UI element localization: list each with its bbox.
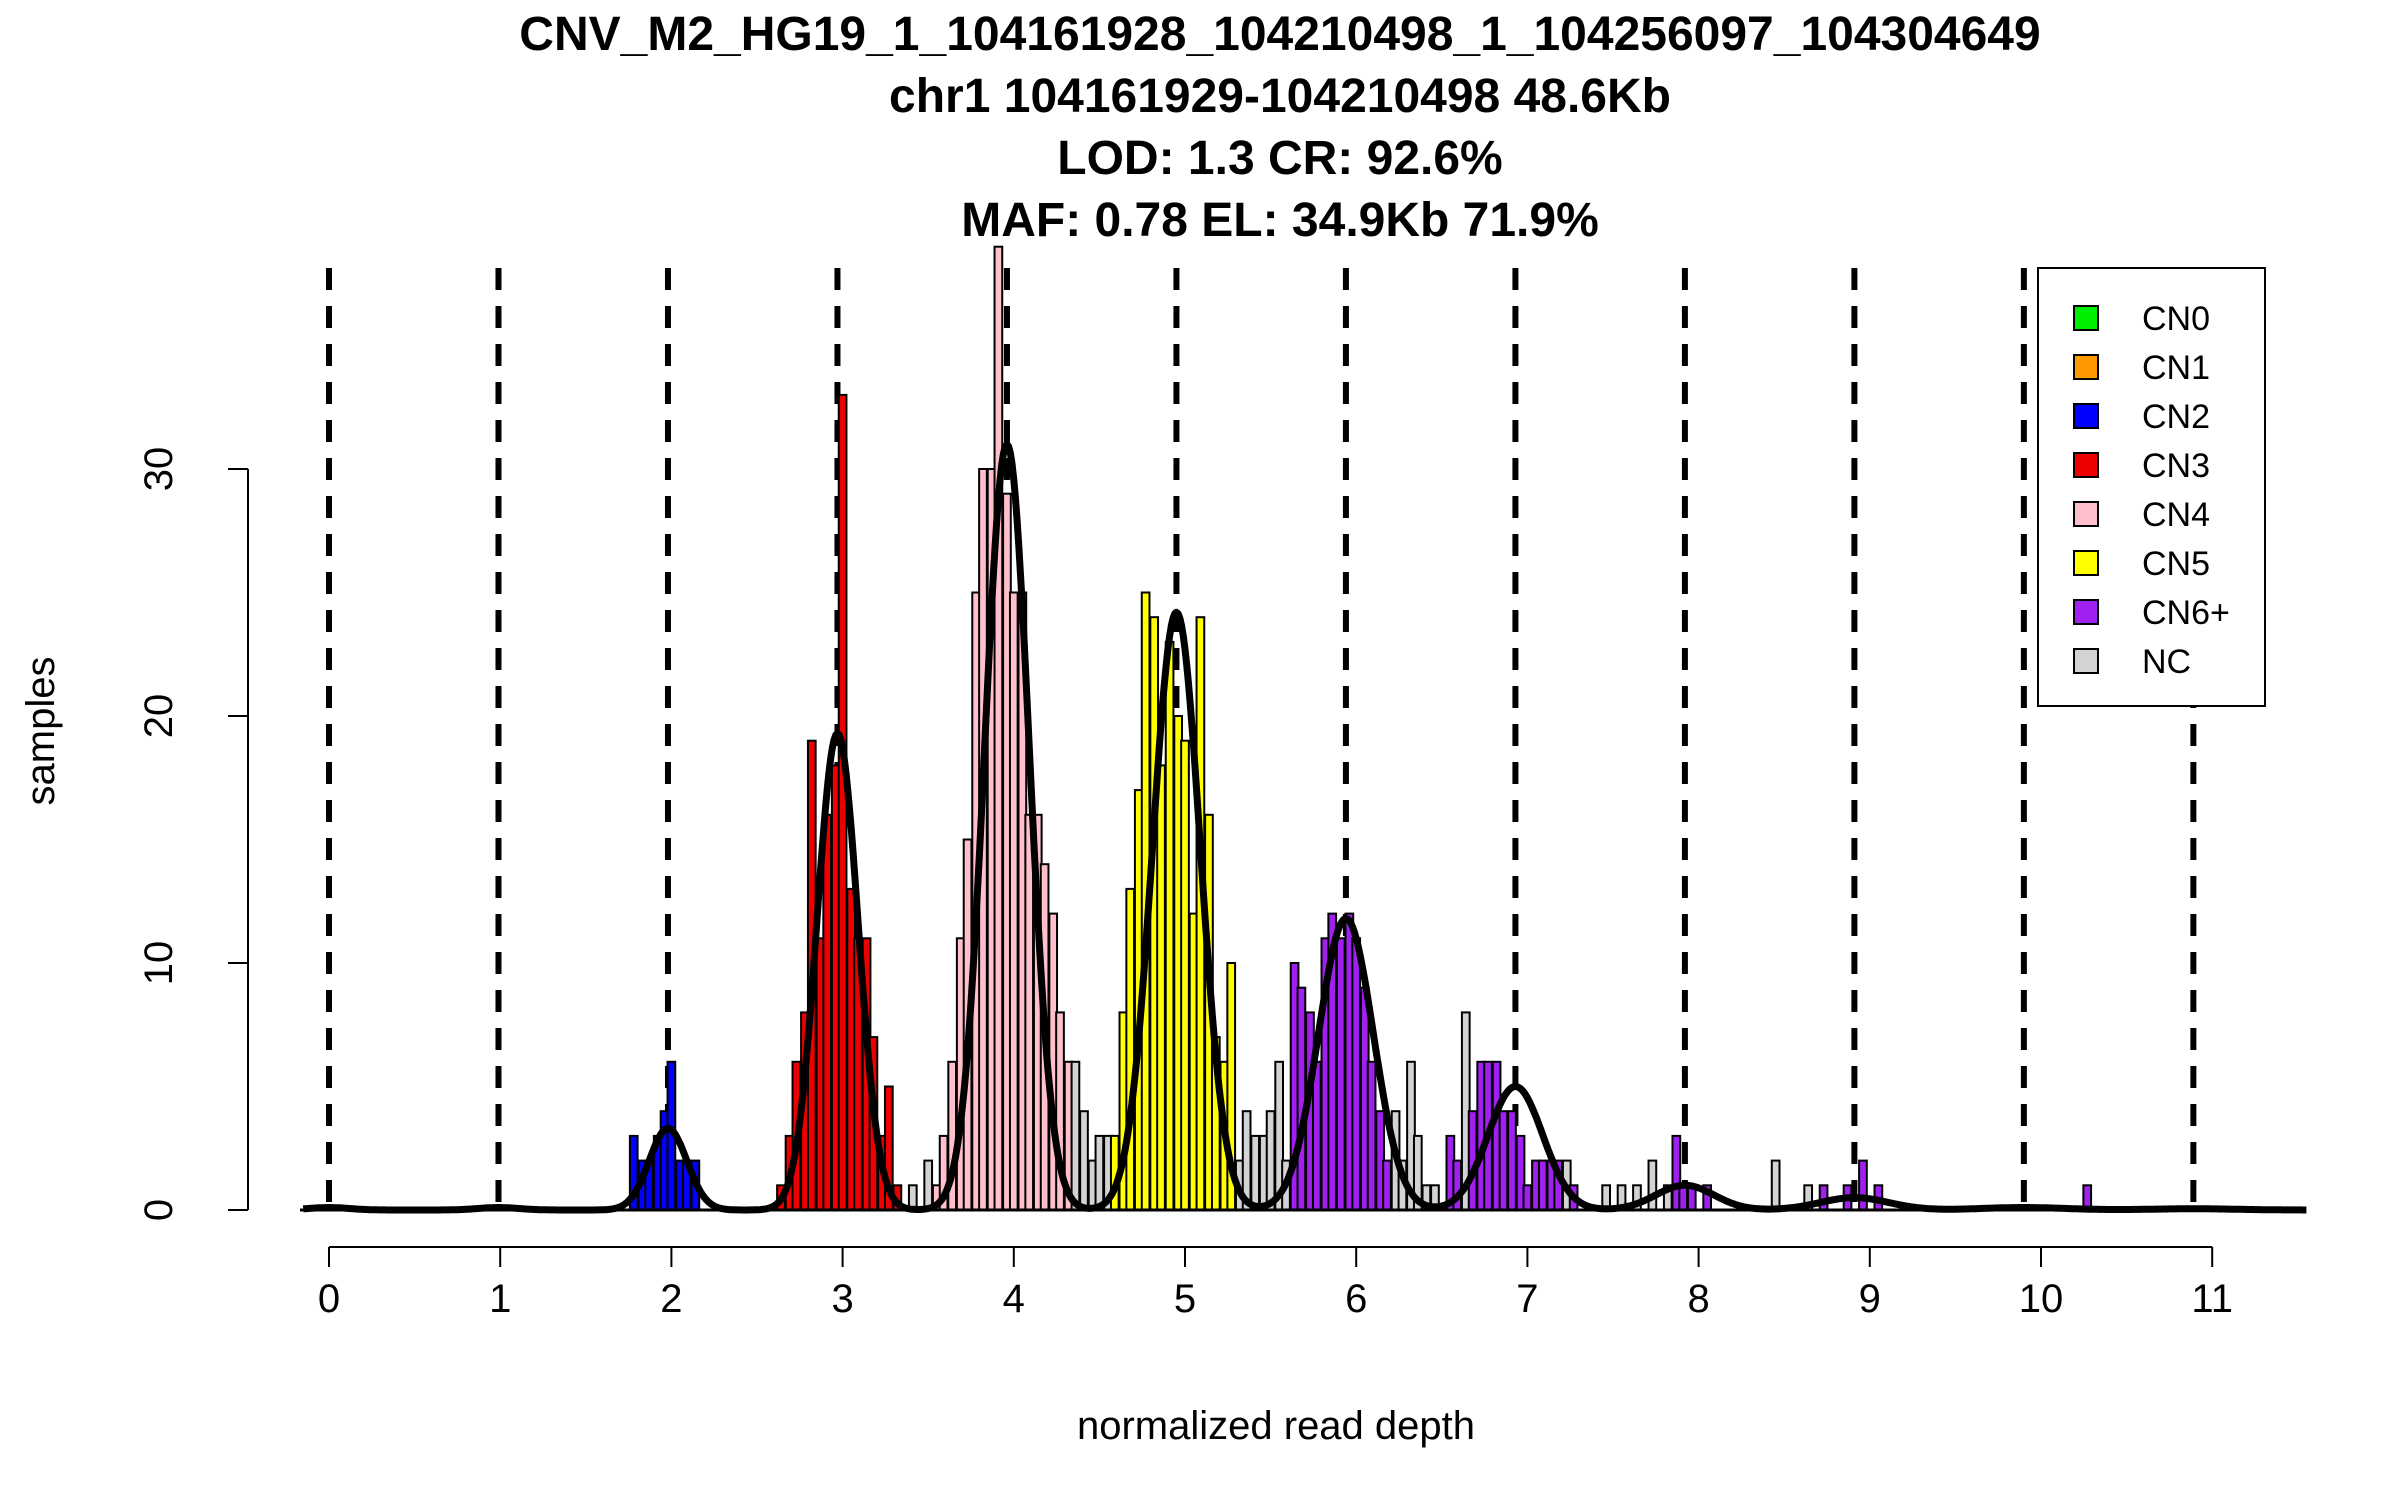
bar-85 xyxy=(1382,1159,1392,1211)
x-tick-label-9: 9 xyxy=(1859,1277,1881,1321)
bar-76 xyxy=(1311,1060,1322,1212)
bar-57 xyxy=(1164,640,1175,1211)
bar-79 xyxy=(1335,937,1346,1211)
legend-label-cn5: CN5 xyxy=(2142,545,2210,583)
x-tick-label-7: 7 xyxy=(1516,1277,1538,1321)
bar-99 xyxy=(1498,1110,1509,1211)
y-tick-label-30: 30 xyxy=(137,447,181,492)
bar-46 xyxy=(1079,1110,1089,1211)
bar-104 xyxy=(1537,1159,1548,1211)
bar-74 xyxy=(1296,986,1307,1212)
histogram-bars xyxy=(628,245,2093,1212)
legend-label-cn3: CN3 xyxy=(2142,447,2210,485)
legend-swatch-cn2 xyxy=(2073,403,2099,429)
bar-100 xyxy=(1507,1110,1517,1211)
legend-box xyxy=(2037,267,2266,707)
bar-56 xyxy=(1156,764,1166,1212)
y-axis-label: samples xyxy=(19,657,63,806)
x-tick-label-5: 5 xyxy=(1174,1277,1196,1321)
x-tick-label-8: 8 xyxy=(1687,1277,1709,1321)
bar-70 xyxy=(1265,1110,1276,1211)
bar-81 xyxy=(1351,937,1362,1211)
legend-swatch-nc xyxy=(2073,648,2099,674)
x-axis-label: normalized read depth xyxy=(1077,1404,1475,1448)
y-tick-label-10: 10 xyxy=(137,941,181,986)
title-line-4: MAF: 0.78 EL: 34.9Kb 71.9% xyxy=(961,194,1599,247)
legend: CN0 CN1 CN2 CN3 CN4 CN5 CN6+ NC xyxy=(2037,267,2266,707)
x-tick-label-1: 1 xyxy=(489,1277,511,1321)
bar-59 xyxy=(1180,739,1190,1211)
legend-label-cn6-plus: CN6+ xyxy=(2142,594,2230,632)
bar-39 xyxy=(1024,813,1035,1211)
x-tick-label-4: 4 xyxy=(1003,1277,1025,1321)
x-tick-label-6: 6 xyxy=(1345,1277,1367,1321)
bar-112 xyxy=(1647,1159,1658,1211)
legend-swatch-cn1 xyxy=(2073,354,2099,380)
bar-68 xyxy=(1250,1134,1261,1212)
legend-swatch-cn3 xyxy=(2073,452,2099,478)
chart-title: CNV_M2_HG19_1_104161928_104210498_1_1042… xyxy=(519,8,2040,247)
x-tick-label-0: 0 xyxy=(318,1277,340,1321)
bar-48 xyxy=(1094,1134,1105,1212)
axes: 0 1 2 3 4 5 6 7 8 9 10 11 0 10 20 30 xyxy=(137,447,2300,1321)
legend-label-cn2: CN2 xyxy=(2142,398,2210,436)
legend-label-cn1: CN1 xyxy=(2142,349,2210,387)
bar-118 xyxy=(1770,1159,1781,1211)
bar-26 xyxy=(923,1159,934,1211)
bar-83 xyxy=(1366,1060,1377,1212)
y-tick-label-0: 0 xyxy=(137,1199,181,1221)
legend-swatch-cn6-plus xyxy=(2073,599,2099,625)
bar-122 xyxy=(1858,1159,1868,1211)
bar-17 xyxy=(837,393,848,1211)
x-tick-label-10: 10 xyxy=(2019,1277,2064,1321)
bar-15 xyxy=(822,813,833,1211)
bar-52 xyxy=(1125,887,1136,1212)
legend-swatch-cn5 xyxy=(2073,550,2099,576)
x-tick-label-2: 2 xyxy=(660,1277,682,1321)
title-line-3: LOD: 1.3 CR: 92.6% xyxy=(1057,132,1502,185)
x-tick-label-11: 11 xyxy=(2191,1277,2233,1321)
legend-label-cn0: CN0 xyxy=(2142,300,2210,338)
legend-label-cn4: CN4 xyxy=(2142,496,2210,534)
legend-label-nc: NC xyxy=(2142,643,2191,681)
title-line-2: chr1 104161929-104210498 48.6Kb xyxy=(889,70,1671,123)
bar-37 xyxy=(1008,591,1019,1211)
copy-number-dashed-lines xyxy=(326,268,2197,1210)
legend-swatch-cn4 xyxy=(2073,501,2099,527)
title-line-1: CNV_M2_HG19_1_104161928_104210498_1_1042… xyxy=(519,8,2040,61)
bar-35 xyxy=(993,245,1004,1211)
bar-45 xyxy=(1070,1060,1081,1212)
y-tick-label-20: 20 xyxy=(137,694,181,739)
legend-swatch-cn0 xyxy=(2073,305,2099,331)
bar-102 xyxy=(1522,1184,1533,1212)
x-tick-label-3: 3 xyxy=(831,1277,853,1321)
